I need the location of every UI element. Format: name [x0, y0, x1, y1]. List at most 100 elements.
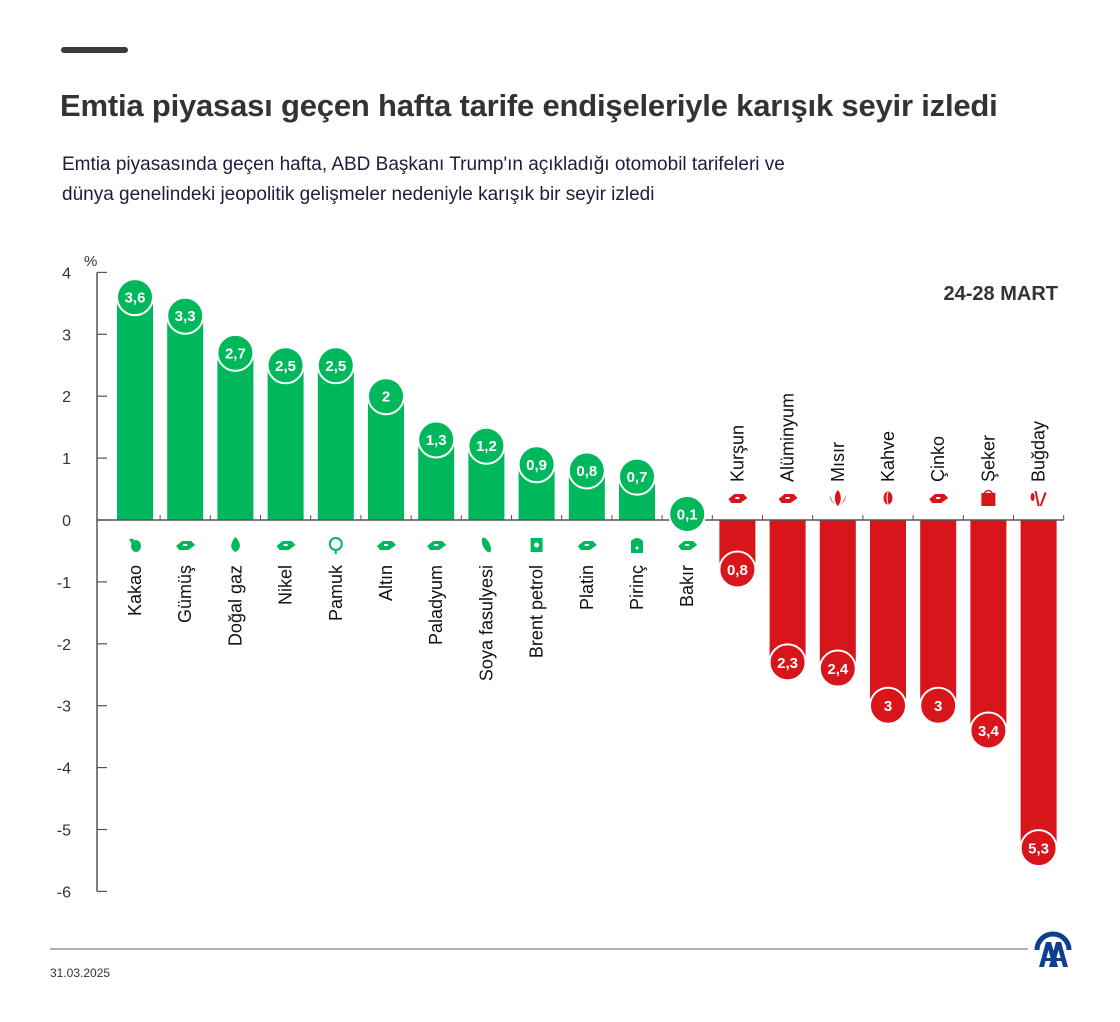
value-label: 2,5 [325, 358, 346, 375]
category-label: Paladyum [426, 565, 446, 645]
y-tick-label: 2 [62, 389, 71, 406]
bar-positive [167, 315, 204, 520]
value-label: 5,3 [1028, 841, 1049, 858]
value-bubble [768, 643, 807, 682]
bar-positive [317, 365, 354, 520]
sugar-sack-icon [981, 489, 996, 506]
chart-title: Emtia piyasası geçen hafta tarife endişe… [60, 88, 998, 123]
period-label: 24-28 MART [943, 283, 1058, 305]
value-bubble [116, 278, 154, 317]
coffee-bean-icon [883, 491, 893, 505]
category-label: Pirinç [627, 565, 647, 610]
bar-negative [819, 520, 856, 669]
metal-bars-icon [678, 541, 698, 550]
value-bubble [919, 686, 958, 725]
value-bubble [668, 495, 707, 533]
category-label: Platin [577, 565, 597, 610]
category-label: Buğday [1029, 421, 1049, 482]
category-label: Mısır [828, 442, 848, 482]
value-label: 3,3 [175, 308, 196, 325]
wheat-icon [1030, 491, 1047, 506]
bar-positive [368, 396, 404, 520]
metal-bars-icon [276, 541, 296, 550]
value-label: 1,2 [476, 438, 497, 455]
value-bubble [718, 550, 757, 589]
value-bubble [467, 426, 506, 465]
value-label: 1,3 [426, 432, 447, 449]
value-label: 3,4 [978, 723, 1000, 740]
category-label: Çinko [928, 436, 948, 482]
header-accent-bar [61, 47, 128, 53]
value-label: 0,7 [627, 469, 648, 486]
value-bubble [567, 451, 606, 490]
bar-positive [217, 352, 254, 520]
value-bubble [417, 420, 456, 459]
y-tick-label: -4 [57, 761, 71, 778]
aa-logo-icon [1034, 931, 1072, 967]
y-tick-label: -1 [57, 575, 71, 592]
y-axis-label: % [84, 253, 97, 270]
publish-date: 31.03.2025 [50, 966, 111, 980]
bar-negative [870, 520, 906, 706]
bar-negative [970, 520, 1007, 731]
category-label: Nikel [276, 565, 296, 605]
value-bubble [969, 711, 1008, 750]
category-label: Altın [376, 565, 396, 601]
category-label: Alüminyum [778, 393, 798, 482]
value-label: 3,6 [125, 290, 146, 307]
value-label: 2,3 [777, 655, 798, 672]
metal-bars-icon [577, 541, 597, 550]
value-bubble [818, 649, 857, 688]
value-label: 0,1 [677, 507, 698, 524]
rice-sack-icon [631, 538, 643, 553]
metal-bars-icon [176, 541, 196, 550]
category-label: Kakao [125, 565, 145, 616]
value-label: 0,9 [526, 457, 547, 474]
value-bubble [517, 445, 556, 484]
bar-negative [920, 520, 957, 706]
footer-divider [50, 948, 1028, 950]
value-bubble [316, 346, 355, 385]
value-bubble [869, 686, 907, 725]
value-label: 0,8 [576, 463, 597, 480]
bar-negative [1020, 520, 1057, 849]
x-axis [97, 515, 1065, 521]
cocoa-icon [129, 539, 141, 552]
category-label: Şeker [978, 435, 998, 482]
oil-barrel-icon [530, 538, 543, 552]
value-label: 2 [382, 389, 390, 406]
bar-positive [267, 365, 304, 520]
category-label: Brent petrol [527, 565, 547, 658]
category-label: Pamuk [326, 564, 346, 621]
value-bubble [367, 377, 405, 416]
metal-bars-icon [929, 494, 949, 503]
soybean-icon [481, 537, 492, 553]
subtitle-line-1: Emtia piyasasında geçen hafta, ABD Başka… [62, 154, 785, 175]
y-tick-label: 1 [62, 451, 71, 468]
category-label: Kahve [878, 431, 898, 482]
y-tick-label: 3 [62, 327, 71, 344]
y-axis: 4 3 2 1 0 -1 -2 -3 -4 -5 -6 [57, 265, 107, 901]
value-label: 0,8 [727, 562, 748, 579]
value-bubble [266, 346, 305, 385]
flame-icon [231, 537, 240, 552]
category-label: Soya fasulyesi [476, 565, 496, 681]
y-tick-label: -6 [57, 884, 71, 901]
bar-negative [769, 520, 806, 663]
metal-bars-icon [728, 494, 748, 503]
bar-positive [117, 297, 153, 520]
value-label: 2,5 [275, 358, 296, 375]
category-icons [129, 489, 1047, 554]
value-label: 3 [884, 698, 892, 715]
metal-bars-icon [427, 541, 447, 550]
value-label: 2,4 [827, 661, 849, 678]
y-tick-label: 0 [62, 513, 71, 530]
y-tick-label: -2 [57, 637, 71, 654]
category-label: Kurşun [727, 425, 747, 482]
metal-bars-icon [377, 541, 396, 550]
y-tick-label: -3 [57, 699, 71, 716]
chart-subtitle: Emtia piyasasında geçen hafta, ABD Başka… [62, 150, 962, 210]
subtitle-line-2: dünya genelindeki jeopolitik gelişmeler … [62, 184, 655, 205]
value-labels: 3,6 3,3 2,7 2,5 2,5 2 1,3 1,2 0,9 0,8 0,7 0,1 0,8 2,3… [116, 278, 1058, 868]
